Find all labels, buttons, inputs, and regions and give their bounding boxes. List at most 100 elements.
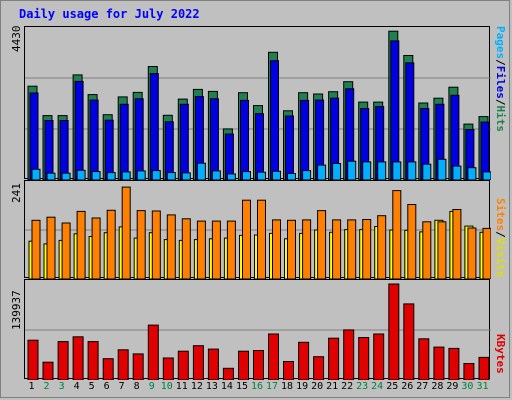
kbytes-bar	[177, 350, 189, 380]
sites-bar	[211, 220, 221, 279]
files-bar	[179, 103, 189, 180]
pages-bar	[257, 171, 266, 180]
legend-pages: Pages	[494, 26, 507, 60]
day-label: 2	[43, 381, 50, 392]
sites-bar	[31, 219, 41, 279]
day-label: 30	[461, 381, 474, 392]
files-bar	[209, 98, 219, 180]
day-label: 16	[250, 381, 264, 392]
kbytes-bar	[192, 345, 204, 380]
files-bar	[164, 121, 174, 180]
kbytes-bar	[358, 337, 370, 380]
pages-bar	[91, 171, 101, 180]
kbytes-bar	[162, 357, 174, 380]
kbytes-bar	[433, 346, 445, 380]
pages-bar	[407, 161, 417, 180]
kbytes-bar	[102, 358, 114, 380]
files-bar	[194, 96, 204, 180]
kbytes-bar	[87, 341, 99, 380]
day-label: 20	[311, 381, 324, 392]
sites-bar	[392, 190, 402, 279]
files-bar	[285, 115, 294, 180]
day-label: 4	[73, 381, 80, 392]
kbytes-bar	[132, 353, 144, 380]
sites-bar	[257, 199, 266, 279]
sites-bar	[437, 221, 447, 279]
legend-kbytes: KBytes	[494, 334, 507, 374]
hits-max-label: 4430	[10, 25, 23, 53]
pages-bar	[467, 167, 477, 180]
day-label: 14	[220, 381, 233, 392]
sites-bar	[467, 227, 477, 279]
sites-bar	[166, 214, 176, 279]
day-label: 28	[431, 381, 444, 392]
day-label: 13	[205, 381, 218, 392]
kbytes-bar	[222, 367, 234, 380]
sites-bar	[452, 209, 462, 279]
pages-bar	[332, 163, 342, 180]
sites-visits-chart	[25, 186, 491, 279]
legend-sep-1: /	[494, 59, 507, 66]
day-label: 10	[160, 381, 173, 392]
legend-files: Files	[494, 65, 507, 99]
day-label: 5	[88, 381, 95, 392]
legend-sep-2: /	[494, 98, 507, 106]
sites-bar	[332, 219, 342, 279]
graph-title: Daily usage for July 2022	[19, 7, 200, 21]
files-bar	[89, 99, 99, 180]
sites-bar	[196, 220, 206, 279]
pages-bar	[106, 172, 116, 180]
kbytes-bar	[238, 350, 249, 380]
files-bar	[360, 108, 370, 180]
kbytes-bar	[463, 363, 475, 380]
day-label: 17	[265, 381, 279, 392]
day-label: 3	[58, 381, 65, 392]
sites-bar	[46, 216, 56, 279]
kbytes-bar	[373, 333, 385, 380]
kbytes-bar	[57, 341, 69, 380]
pages-bar	[136, 170, 146, 180]
day-label: 22	[341, 381, 354, 392]
kbytes-bar	[147, 324, 159, 380]
sites-bar	[242, 199, 251, 279]
kbytes-bar	[298, 341, 310, 380]
files-bar	[59, 120, 69, 180]
pages-bar	[76, 169, 86, 180]
kbytes-bar	[253, 350, 264, 380]
files-bar	[390, 40, 400, 180]
pages-bar	[302, 170, 312, 180]
day-label: 12	[190, 381, 203, 392]
files-bar	[405, 62, 415, 180]
files-bar	[300, 99, 310, 180]
pages-bar	[377, 161, 387, 180]
pages-bar	[287, 173, 296, 180]
kbytes-bar	[328, 337, 340, 380]
sites-bar	[482, 227, 491, 279]
files-bar	[270, 60, 279, 180]
day-label: 6	[103, 381, 110, 392]
files-bar	[465, 129, 475, 180]
kbytes-bar	[207, 348, 219, 380]
files-bar	[29, 92, 39, 180]
kbytes-chart	[25, 283, 491, 380]
day-label: 7	[118, 381, 125, 392]
files-bar	[104, 119, 114, 180]
pages-bar	[46, 172, 56, 180]
kbytes-bar	[27, 339, 39, 380]
pages-bar	[166, 172, 176, 180]
pages-bar	[347, 160, 357, 180]
files-bar	[450, 94, 460, 180]
sites-bar	[136, 210, 146, 279]
files-bar	[480, 121, 490, 180]
pages-bar	[196, 162, 206, 180]
kbytes-bar	[448, 347, 460, 380]
pages-bar	[482, 171, 491, 180]
files-bar	[74, 80, 84, 180]
pages-bar	[392, 161, 402, 180]
legend-sites: Sites	[494, 198, 507, 232]
kbytes-bar	[388, 283, 400, 380]
day-label: 27	[416, 381, 429, 392]
files-bar	[134, 98, 144, 180]
kbytes-panel	[24, 279, 491, 380]
sites-bar	[362, 219, 372, 279]
